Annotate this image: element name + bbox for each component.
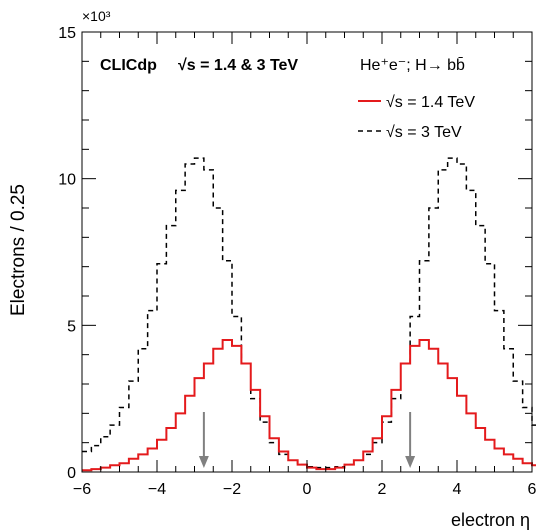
x-axis-label: electron η xyxy=(451,510,530,530)
experiment-label: CLICdp xyxy=(100,57,157,74)
y-axis-label: Electrons / 0.25 xyxy=(8,184,29,316)
legend: √s = 1.4 TeV √s = 3 TeV xyxy=(358,94,475,141)
y-tick-label: 15 xyxy=(58,25,76,42)
process-label: He⁺e⁻; H→ bb̄ xyxy=(360,57,465,74)
series-line-1 xyxy=(82,157,536,469)
axis-ticks: −6 −4 −2 0 2 4 6 0 5 10 15 xyxy=(58,25,536,498)
x-tick-label: 4 xyxy=(453,481,462,498)
y-tick-label: 10 xyxy=(58,172,76,189)
x-tick-label: −2 xyxy=(223,481,241,498)
x-tick-label: −6 xyxy=(73,481,91,498)
cut-arrow-0 xyxy=(198,412,209,468)
histogram-layer xyxy=(82,157,536,472)
y-tick-label: 0 xyxy=(67,465,76,482)
y-tick-label: 5 xyxy=(67,318,76,335)
cut-arrows xyxy=(198,412,416,468)
energy-label: √s = 1.4 & 3 TeV xyxy=(178,57,298,74)
legend-label-3tev: √s = 3 TeV xyxy=(386,124,462,141)
x-tick-label: −4 xyxy=(148,481,166,498)
series-line-0 xyxy=(82,339,536,472)
x-tick-label: 0 xyxy=(303,481,312,498)
x-tick-label: 2 xyxy=(378,481,387,498)
cut-arrow-1 xyxy=(405,412,416,468)
x-tick-label: 6 xyxy=(528,481,536,498)
legend-label-1p4tev: √s = 1.4 TeV xyxy=(386,94,475,111)
y-axis-multiplier: ×10³ xyxy=(82,8,111,24)
